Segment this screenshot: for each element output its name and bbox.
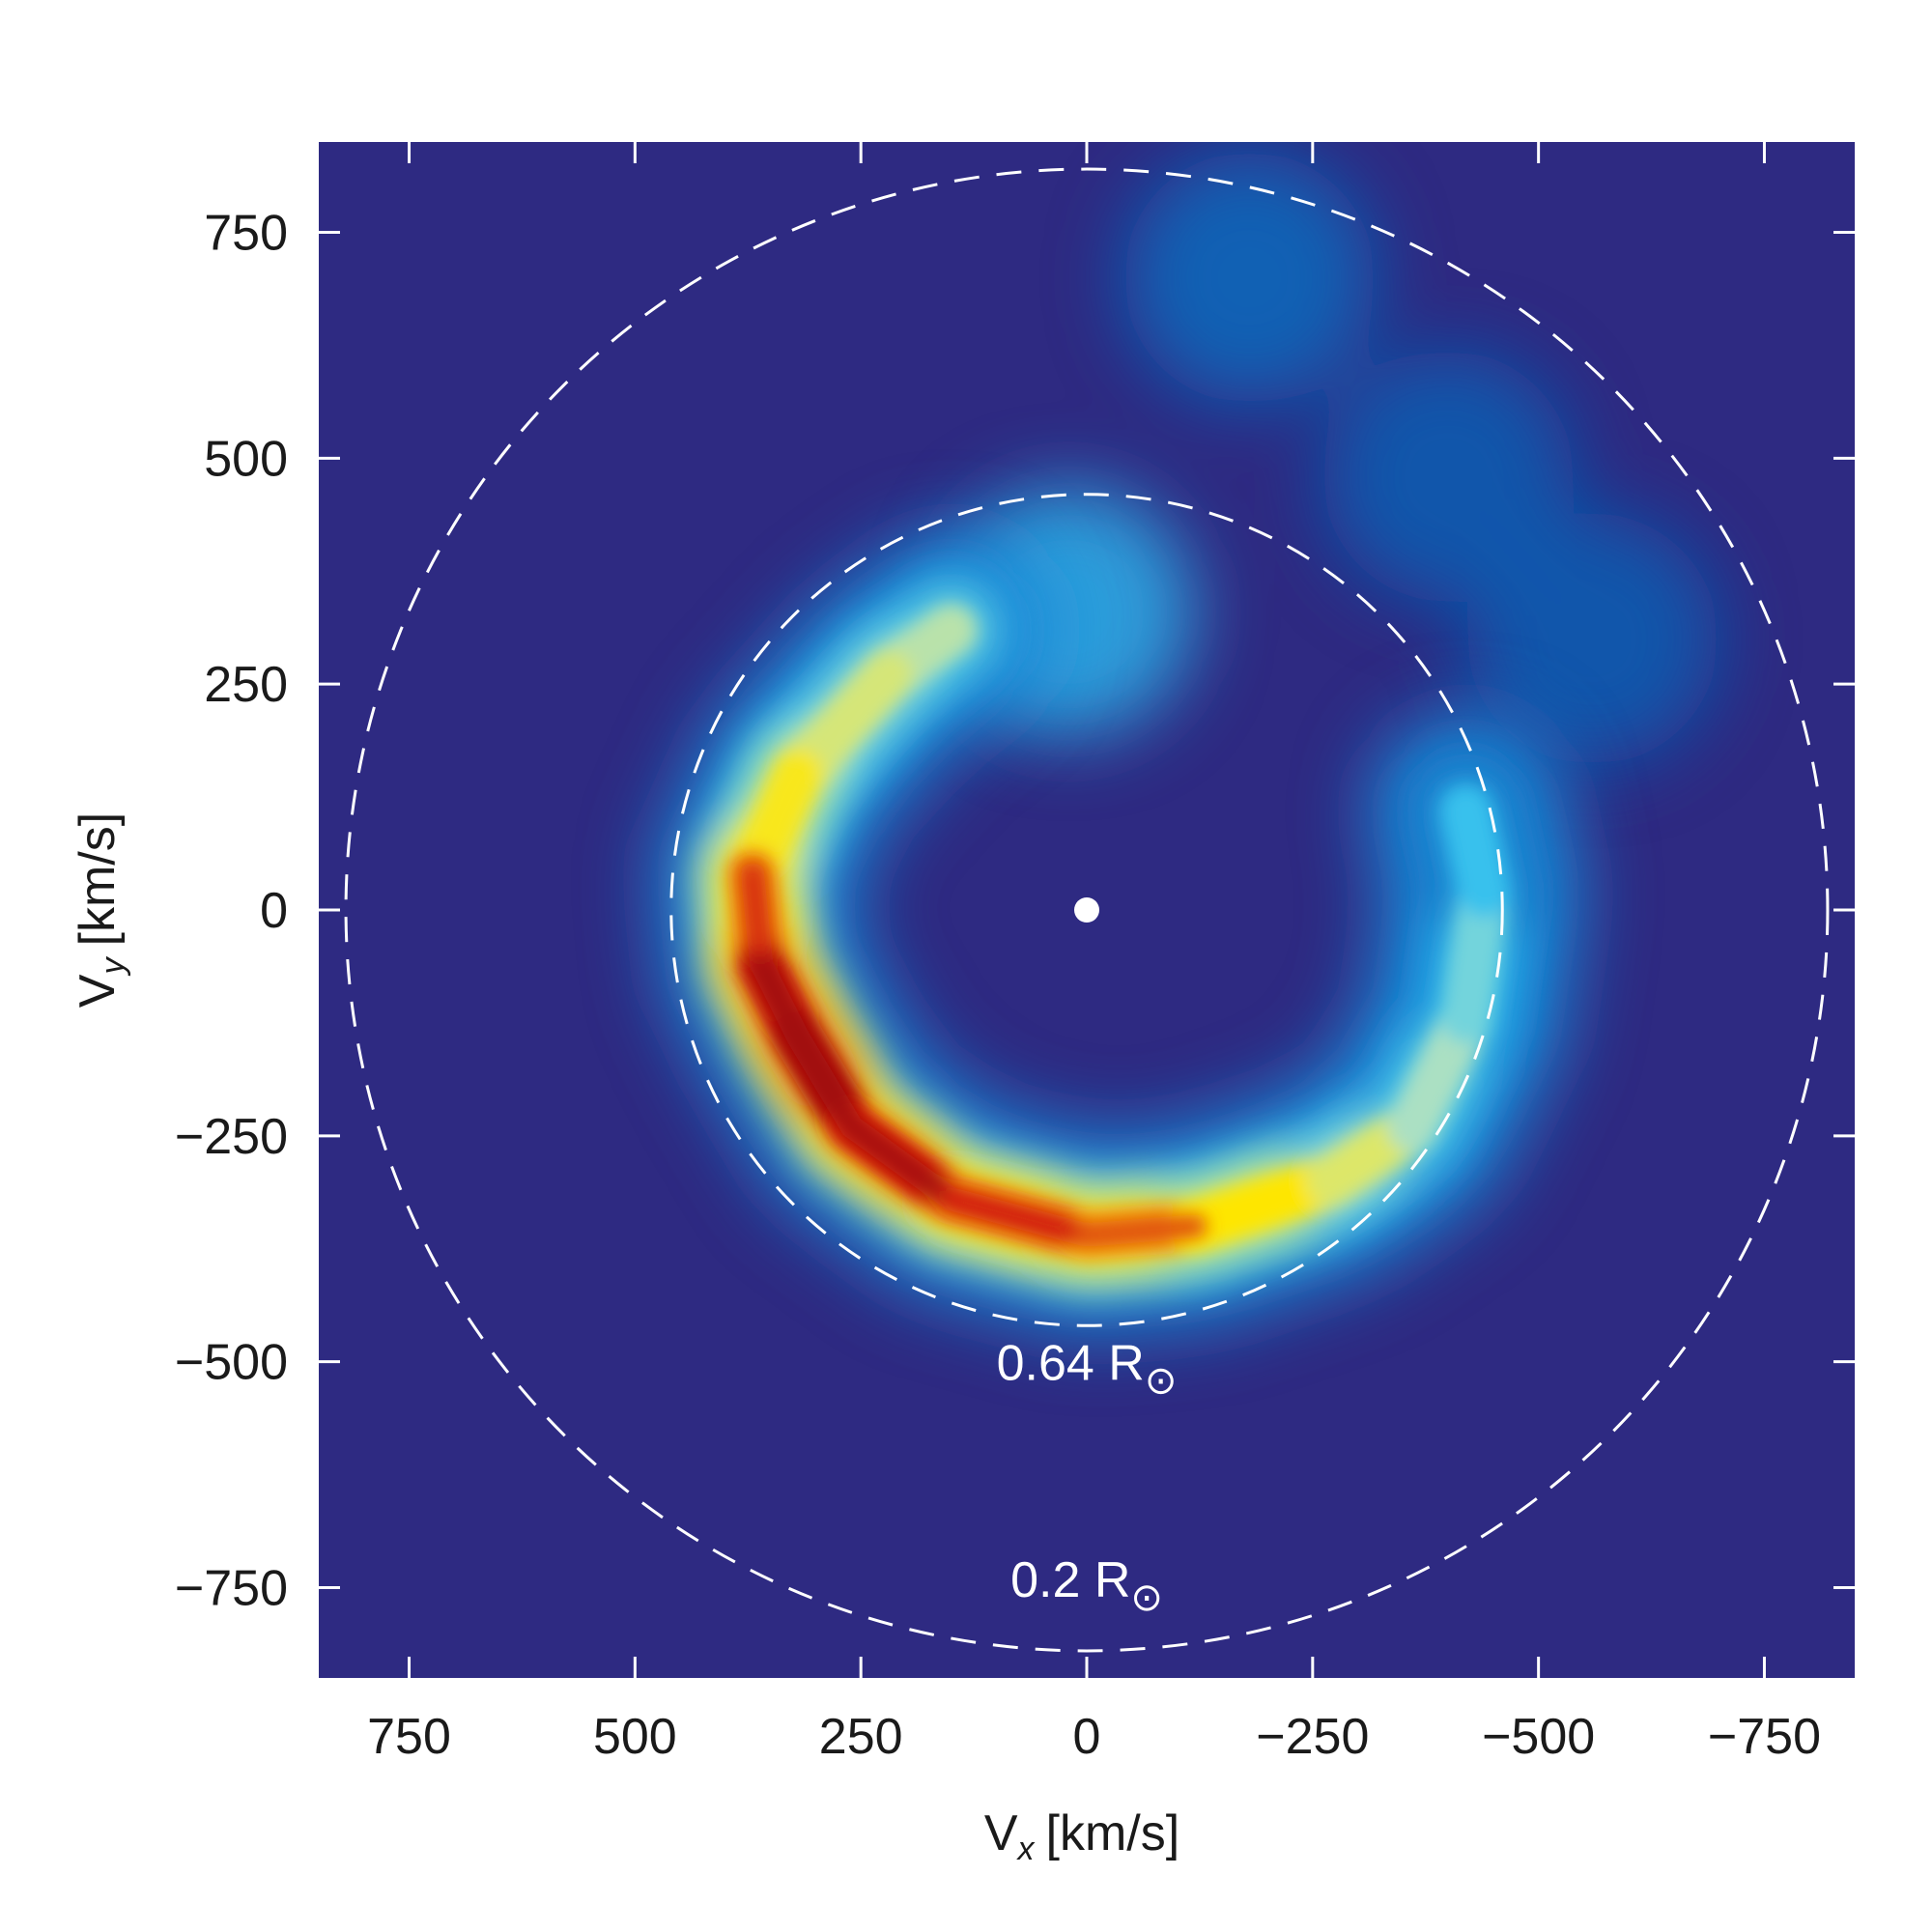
- center-marker: [1074, 897, 1099, 923]
- ring-segment-3-4: [750, 952, 810, 1048]
- y-tick-label: −250: [175, 1109, 288, 1165]
- ring-segment-3-7: [939, 1187, 1098, 1247]
- x-tick-label: 500: [593, 1709, 677, 1765]
- ring-label-text-0: 0.64 R: [997, 1335, 1145, 1391]
- x-tick-label: 0: [1073, 1709, 1101, 1765]
- ring-segment-3-8: [1075, 1214, 1208, 1247]
- ring-segment-3-3: [740, 862, 774, 977]
- x-tick-label: −500: [1482, 1709, 1595, 1765]
- y-tick-label: −500: [175, 1335, 288, 1391]
- ring-segment-3-5: [785, 1024, 864, 1139]
- x-tick-labels: 750 500 250 0 −250 −500 −750: [367, 1709, 1821, 1765]
- y-axis-title-main: V: [70, 974, 126, 1008]
- x-axis-title-sub: x: [1016, 1831, 1036, 1867]
- ring-label-text-1: 0.2 R: [1010, 1552, 1130, 1608]
- x-tick-label: 250: [819, 1709, 903, 1765]
- x-axis-title-main: V: [984, 1805, 1018, 1861]
- x-axis-title: Vx [km/s]: [984, 1805, 1179, 1867]
- y-axis-title-unit: [km/s]: [70, 812, 126, 947]
- x-axis-title-unit: [km/s]: [1046, 1805, 1180, 1861]
- y-tick-label: −750: [175, 1560, 288, 1616]
- y-axis-title: Vy [km/s]: [70, 812, 131, 1008]
- axis-ticks: [319, 142, 1855, 1678]
- y-tick-label: 500: [204, 431, 288, 487]
- ring-segment-2-13: [1440, 785, 1510, 918]
- ring-circle-1: [344, 167, 1830, 1653]
- x-tick-label: −250: [1256, 1709, 1369, 1765]
- ring-label-symbol-1: ⊙: [1130, 1577, 1163, 1619]
- heatmap-emission: [655, 152, 1719, 1332]
- x-tick-label: 750: [367, 1709, 451, 1765]
- x-tick-label: −750: [1708, 1709, 1821, 1765]
- halo-blob-2: [1466, 513, 1719, 765]
- ring-label-0: 0.64 R⊙: [997, 1335, 1178, 1402]
- faint-halo-group: [943, 152, 1719, 765]
- y-tick-label: 250: [204, 657, 288, 713]
- ring-label-1: 0.2 R⊙: [1010, 1552, 1163, 1619]
- y-tick-label: 750: [204, 206, 288, 262]
- halo-blob-0: [1123, 152, 1376, 404]
- reference-rings: 0.64 R⊙0.2 R⊙: [344, 167, 1830, 1653]
- y-axis-title-sub: y: [95, 955, 131, 976]
- ring-circle-0: [669, 493, 1504, 1327]
- ring-segment-3-6: [839, 1115, 963, 1211]
- y-tick-labels: 750 500 250 0 −250 −500 −750: [175, 206, 288, 1617]
- ring-layer-3: [740, 862, 1208, 1247]
- ring-label-symbol-0: ⊙: [1145, 1359, 1178, 1402]
- y-tick-label: 0: [260, 883, 288, 939]
- halo-blob-1: [1322, 351, 1575, 603]
